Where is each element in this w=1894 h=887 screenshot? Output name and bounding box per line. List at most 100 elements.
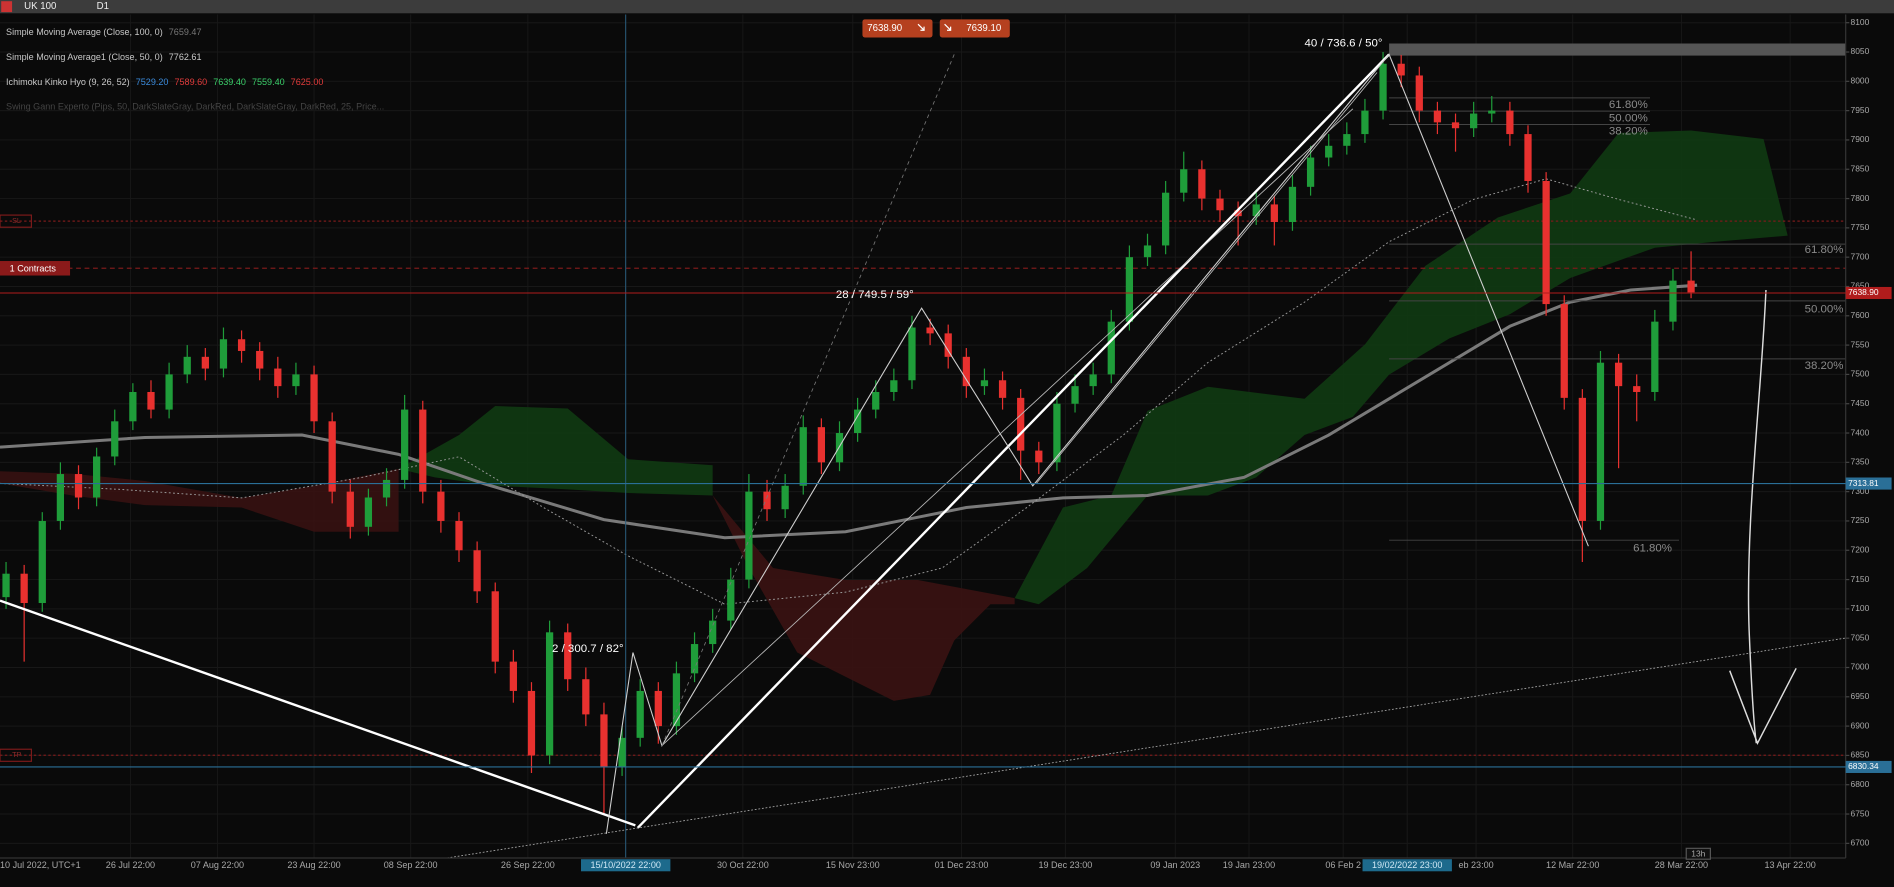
drawn-arrow	[1729, 289, 1797, 745]
order-tag[interactable]	[0, 261, 71, 276]
candle-body	[401, 409, 409, 480]
buy-button[interactable]	[939, 19, 1010, 38]
candle-body	[183, 356, 191, 375]
x-tick-label: 08 Sep 22:00	[384, 860, 438, 870]
y-tick-label: 7950	[1851, 105, 1870, 115]
gann-annotation: 28 / 749.5 / 59°	[836, 289, 914, 301]
candle-body	[1252, 204, 1260, 217]
candle-body	[455, 520, 463, 551]
price-axis	[1845, 14, 1894, 887]
indicator-legend: Simple Moving Average (Close, 100, 0) 765…	[6, 27, 384, 112]
x-tick-label: 07 Aug 22:00	[191, 860, 244, 870]
candle-body	[853, 409, 862, 434]
candle-body	[310, 374, 318, 422]
candle-body	[1162, 192, 1170, 246]
fib-label: 50.00%	[1805, 303, 1844, 315]
candles	[2, 52, 1695, 815]
price-tag-label: 7313.81	[1848, 478, 1879, 488]
y-tick-label: 7150	[1851, 574, 1870, 584]
y-tick-label: 7100	[1851, 603, 1870, 613]
candle-body	[364, 497, 373, 527]
fib-label: 61.80%	[1609, 99, 1648, 111]
crosshair-date: 19/02/2022 23:00	[1372, 860, 1442, 870]
candle-body	[1053, 403, 1061, 463]
candle-body	[654, 690, 662, 727]
indicator-value: 7639.40	[213, 77, 246, 87]
fib-label: 38.20%	[1609, 126, 1648, 138]
candle-body	[1433, 110, 1442, 123]
buy-price[interactable]: 7639.10	[966, 23, 1001, 34]
indicator-value: 7559.40	[252, 77, 285, 87]
y-tick-label: 7700	[1851, 251, 1870, 261]
candle-body	[1524, 134, 1532, 181]
sell-icon	[917, 23, 925, 31]
candle-body	[1451, 122, 1460, 129]
indicator-value: 7589.60	[174, 77, 207, 87]
candle-body	[346, 491, 354, 527]
fib-levels	[1389, 97, 1846, 541]
candle-body	[111, 421, 119, 457]
y-tick-label: 7400	[1851, 427, 1870, 437]
y-tick-label: 7850	[1851, 163, 1870, 173]
x-tick-label: 26 Jul 22:00	[106, 860, 155, 870]
indicator-name: Ichimoku Kinko Hyo (9, 26, 52)	[6, 77, 130, 87]
x-tick-label: 19 Dec 23:00	[1038, 860, 1092, 870]
indicator-value: 7762.61	[169, 52, 202, 62]
candle-body	[1107, 321, 1115, 375]
candle-body	[437, 491, 445, 521]
x-tick-label: 10 Jul 2022, UTC+1	[0, 860, 81, 870]
x-tick-label: 28 Mar 22:00	[1655, 860, 1708, 870]
candle-body	[672, 673, 681, 727]
candle-body	[799, 427, 807, 486]
x-tick-label: 30 Oct 22:00	[717, 860, 769, 870]
candle-body	[1306, 157, 1315, 187]
y-tick-label: 7450	[1851, 398, 1870, 408]
symbol[interactable]: UK 100	[24, 1, 56, 12]
gann-line	[661, 54, 955, 746]
candle-body	[980, 380, 989, 387]
candle-body	[545, 632, 554, 756]
candle-body	[491, 591, 499, 662]
candle-body	[709, 620, 717, 645]
symbol-icon	[1, 1, 13, 13]
y-tick-label: 7750	[1851, 222, 1870, 232]
fib-label: 50.00%	[1609, 112, 1648, 124]
candle-body	[1397, 63, 1405, 76]
y-tick-label: 7600	[1851, 310, 1870, 320]
y-tick-label: 7800	[1851, 193, 1870, 203]
candle-body	[274, 368, 282, 387]
sma-100	[0, 283, 1698, 540]
candle-body	[618, 737, 626, 768]
candle-body	[835, 433, 844, 463]
gann-annotation: 2 / 300.7 / 82°	[552, 643, 624, 655]
indicator-name: Simple Moving Average1 (Close, 50, 0)	[6, 52, 163, 62]
candle-body	[1560, 304, 1568, 398]
timeframe[interactable]: D1	[97, 1, 109, 12]
y-tick-label: 7300	[1851, 486, 1870, 496]
candle-body	[1325, 145, 1333, 158]
candle-body	[473, 550, 481, 592]
candle-body	[582, 679, 590, 715]
candle-body	[219, 339, 228, 369]
price-tag-label: 7638.90	[1848, 287, 1879, 297]
sl-tag	[0, 214, 33, 228]
cloud-bullish	[1014, 130, 1788, 605]
order-label[interactable]: 1 Contracts	[10, 263, 57, 273]
candle-body	[56, 474, 65, 521]
sell-price[interactable]: 7638.90	[867, 23, 902, 34]
candle-body	[1578, 397, 1586, 521]
time-axis	[0, 857, 1894, 887]
y-tick-label: 6750	[1851, 808, 1870, 818]
candle-body	[419, 409, 427, 492]
candle-body	[745, 491, 753, 580]
swing-line	[605, 53, 1589, 834]
cloud-bearish	[712, 495, 1015, 701]
sell-button[interactable]	[862, 19, 933, 38]
candle-body	[527, 690, 536, 756]
buy-icon	[944, 23, 952, 31]
cloud-bullish	[398, 406, 713, 496]
y-tick-label: 7900	[1851, 134, 1870, 144]
gann-annotation: 40 / 736.6 / 50°	[1305, 38, 1383, 50]
